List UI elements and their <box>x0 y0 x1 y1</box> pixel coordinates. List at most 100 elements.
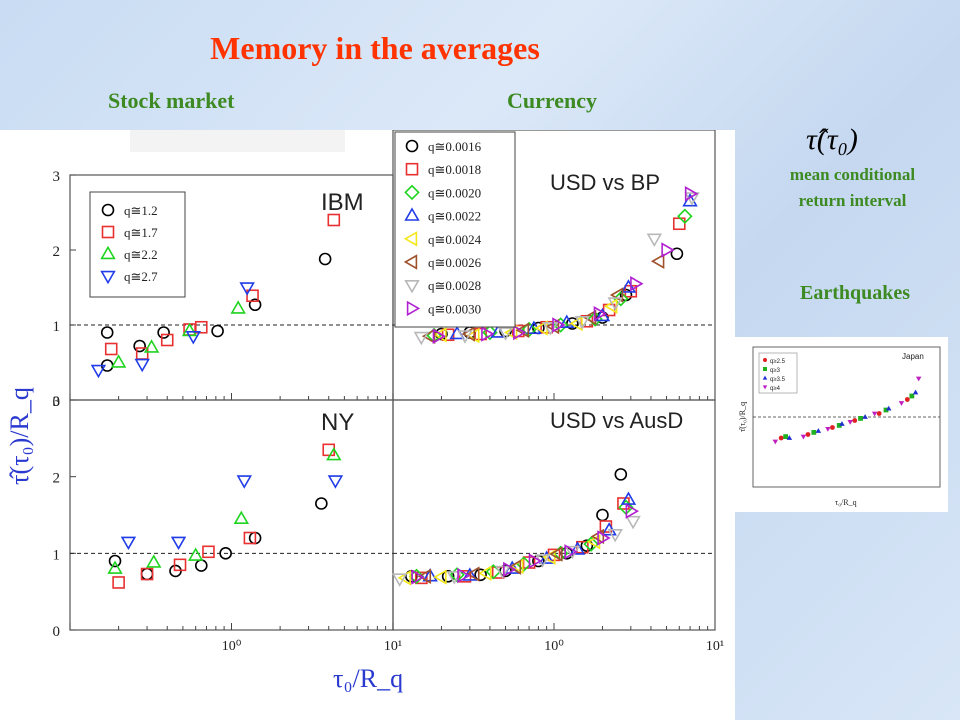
data-point <box>915 376 922 382</box>
data-point <box>110 354 127 368</box>
data-point <box>107 560 123 574</box>
data-point <box>684 186 699 202</box>
data-point <box>677 208 693 224</box>
data-point <box>202 545 215 559</box>
data-point <box>112 576 125 589</box>
data-point <box>120 536 137 551</box>
quake-y-label: τ̂(τ₀)/R_q <box>738 402 747 432</box>
data-point <box>315 497 328 510</box>
data-point <box>574 316 591 330</box>
legend-marker <box>101 225 115 239</box>
data-point <box>800 434 807 440</box>
earthquake-plot-layer: Japan q≥2.5 q≥3 q≥3.5 q≥4 τ̂(τ₀)/R_q τ₀/R_q <box>738 346 941 507</box>
data-point <box>569 541 586 555</box>
page-title: Memory in the averages <box>210 30 540 66</box>
earthquakes-label: Earthquakes <box>799 282 911 304</box>
legend-label: q≥3 <box>770 368 781 374</box>
legend-label: q≅2.2 <box>124 247 158 262</box>
formula-text: τ̂(τ₀) <box>806 123 858 156</box>
data-point <box>559 314 575 328</box>
y-tick-label: 2 <box>53 244 61 260</box>
data-point <box>108 554 122 568</box>
legend-label: q≅1.2 <box>124 203 158 218</box>
y-tick-label: 3 <box>53 394 61 410</box>
data-point <box>909 393 915 399</box>
legend-marker <box>101 203 115 217</box>
data-point <box>830 425 835 430</box>
data-point <box>233 510 250 525</box>
data-point <box>140 567 154 581</box>
quake-series-1 <box>778 397 910 441</box>
data-point <box>836 423 842 428</box>
panel-name: IBM <box>321 189 364 216</box>
legend-marker <box>762 375 768 380</box>
legend-label: q≅2.7 <box>124 269 158 284</box>
data-point <box>528 553 543 569</box>
legend-currency: q≅0.0016 q≅0.0018 q≅0.0020 q≅0.0022 q≅0.0024… <box>394 131 516 328</box>
data-point <box>230 300 246 314</box>
data-point <box>597 530 611 546</box>
data-point <box>625 503 640 519</box>
panel-name: NY <box>321 409 354 436</box>
data-point <box>569 315 583 332</box>
legend-marker <box>403 231 418 247</box>
data-point <box>883 407 889 413</box>
data-point <box>620 491 637 505</box>
legend-label: q≅0.0020 <box>428 185 481 200</box>
y-tick-label: 2 <box>53 471 61 487</box>
legend-label: q≥4 <box>770 386 781 392</box>
legend-marker <box>100 270 116 285</box>
main-chart-header-strip <box>130 130 345 152</box>
data-point <box>912 389 919 395</box>
data-point <box>160 333 174 347</box>
data-point <box>497 327 514 341</box>
series-8 <box>411 503 640 585</box>
mean-label-line2: return interval <box>798 191 907 210</box>
data-point <box>583 536 599 552</box>
data-point <box>146 554 162 568</box>
data-point <box>133 339 146 353</box>
data-point <box>239 282 255 296</box>
data-point <box>413 331 430 346</box>
data-point <box>194 320 208 334</box>
currency-label: Currency <box>507 88 598 113</box>
data-point <box>211 324 224 338</box>
data-point <box>457 330 473 344</box>
data-point <box>904 397 910 402</box>
data-point <box>466 566 480 582</box>
data-point <box>417 568 432 585</box>
data-point <box>478 565 492 581</box>
data-point <box>630 276 644 292</box>
legend-marker <box>403 254 418 270</box>
y-axis-label: τ̂(τ₀)/R_q <box>5 387 34 485</box>
x-tick-label: 10¹ <box>384 639 402 654</box>
x-tick-label: 10¹ <box>706 639 724 654</box>
mean-conditional-label: mean conditional return interval <box>755 162 950 214</box>
data-point <box>552 317 566 333</box>
data-point <box>104 342 118 356</box>
data-point <box>173 558 187 572</box>
legend-marker <box>406 300 421 317</box>
mean-label-line1: mean conditional <box>789 165 916 184</box>
data-point <box>625 515 641 530</box>
data-point <box>421 328 436 344</box>
data-point <box>457 567 471 584</box>
data-point <box>549 546 563 562</box>
data-point <box>474 568 487 582</box>
data-point <box>236 475 252 489</box>
series-8 <box>432 186 699 344</box>
legend-marker <box>763 358 767 362</box>
data-point <box>862 414 868 419</box>
legend-marker <box>762 385 768 390</box>
data-point <box>513 324 527 341</box>
axis-labels-layer: τ̂(τ₀)/R_q τ₀/R_q <box>5 387 403 693</box>
data-point <box>246 289 259 303</box>
data-point <box>157 326 170 339</box>
data-point <box>441 570 455 583</box>
stock-market-label: Stock market <box>108 88 235 113</box>
data-point <box>415 571 428 585</box>
legend-marker <box>404 207 420 221</box>
data-point <box>564 544 578 560</box>
legend-marker <box>763 367 767 371</box>
